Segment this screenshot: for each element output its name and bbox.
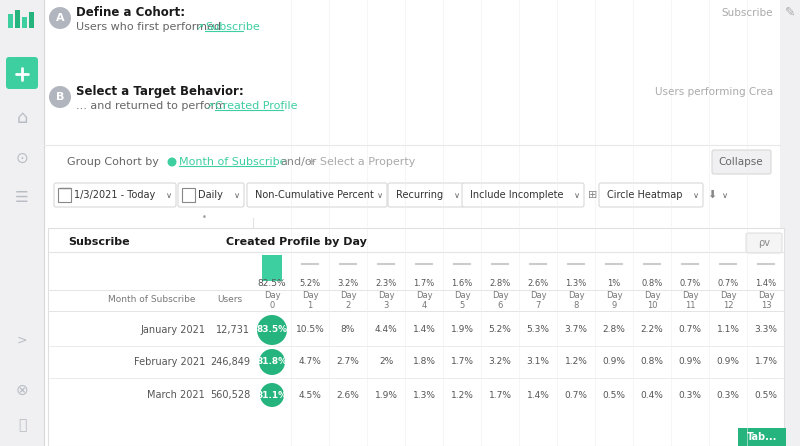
FancyBboxPatch shape — [780, 0, 800, 446]
Text: 7: 7 — [535, 301, 541, 310]
FancyBboxPatch shape — [8, 22, 13, 26]
Text: ⬇: ⬇ — [707, 190, 716, 200]
Text: Subscribe: Subscribe — [205, 22, 260, 32]
Text: 1.8%: 1.8% — [413, 358, 435, 367]
Text: 1.4%: 1.4% — [413, 326, 435, 334]
Text: Day: Day — [454, 290, 470, 300]
Text: Day: Day — [568, 290, 584, 300]
Text: February 2021: February 2021 — [134, 357, 205, 367]
Text: Month of Subscribe: Month of Subscribe — [179, 157, 286, 167]
Text: Month of Subscribe: Month of Subscribe — [108, 296, 195, 305]
Text: 0.5%: 0.5% — [602, 391, 626, 400]
Text: January 2021: January 2021 — [140, 325, 205, 335]
Text: Users who first performed: Users who first performed — [76, 22, 221, 32]
Text: Users: Users — [218, 296, 242, 305]
Text: Day: Day — [302, 290, 318, 300]
Text: B: B — [56, 92, 64, 102]
FancyBboxPatch shape — [247, 183, 387, 207]
FancyBboxPatch shape — [48, 228, 784, 446]
Text: Created Profile: Created Profile — [215, 101, 298, 111]
Text: ∨: ∨ — [377, 190, 383, 199]
Text: 6: 6 — [498, 301, 502, 310]
Circle shape — [49, 86, 71, 108]
Text: 1.1%: 1.1% — [717, 326, 739, 334]
Text: Subscribe: Subscribe — [722, 8, 773, 18]
Text: 12,731: 12,731 — [216, 325, 250, 335]
Text: 2.3%: 2.3% — [375, 278, 397, 288]
FancyBboxPatch shape — [44, 0, 794, 446]
Text: Group Cohort by: Group Cohort by — [67, 157, 159, 167]
Text: 2.7%: 2.7% — [337, 358, 359, 367]
Text: 0.7%: 0.7% — [565, 391, 587, 400]
Text: ↗: ↗ — [206, 101, 214, 111]
Text: Include Incomplete: Include Incomplete — [470, 190, 563, 200]
Text: 0.3%: 0.3% — [717, 391, 739, 400]
FancyBboxPatch shape — [29, 12, 34, 28]
Circle shape — [167, 157, 177, 166]
Text: ✎: ✎ — [785, 5, 795, 18]
FancyBboxPatch shape — [0, 0, 44, 446]
Text: ... and returned to perform: ... and returned to perform — [76, 101, 226, 111]
FancyBboxPatch shape — [8, 14, 13, 28]
Text: 5.3%: 5.3% — [526, 326, 550, 334]
Text: ⊗: ⊗ — [16, 383, 28, 397]
Text: ∨: ∨ — [234, 190, 240, 199]
Text: 12: 12 — [722, 301, 734, 310]
Text: 0.8%: 0.8% — [642, 278, 662, 288]
FancyBboxPatch shape — [388, 183, 464, 207]
Text: 4.7%: 4.7% — [298, 358, 322, 367]
Text: 2.6%: 2.6% — [527, 278, 549, 288]
Text: Day: Day — [340, 290, 356, 300]
Text: A: A — [56, 13, 64, 23]
Text: Day: Day — [720, 290, 736, 300]
Text: ⊙: ⊙ — [16, 150, 28, 165]
Text: March 2021: March 2021 — [147, 390, 205, 400]
Text: Day: Day — [492, 290, 508, 300]
FancyBboxPatch shape — [22, 17, 27, 28]
Text: Created Profile by Day: Created Profile by Day — [226, 237, 367, 247]
Text: Subscribe: Subscribe — [68, 237, 130, 247]
Text: ∨: ∨ — [693, 190, 699, 199]
Text: Tab...: Tab... — [747, 432, 777, 442]
Text: Day: Day — [416, 290, 432, 300]
Text: 0.7%: 0.7% — [718, 278, 738, 288]
Text: 82.5%: 82.5% — [258, 278, 286, 288]
Text: Daily: Daily — [198, 190, 223, 200]
Circle shape — [257, 315, 287, 345]
Text: 2%: 2% — [379, 358, 393, 367]
FancyBboxPatch shape — [15, 12, 20, 20]
Text: 1.4%: 1.4% — [526, 391, 550, 400]
Text: 1.7%: 1.7% — [414, 278, 434, 288]
Text: Day: Day — [378, 290, 394, 300]
Text: 3: 3 — [383, 301, 389, 310]
Text: Day: Day — [606, 290, 622, 300]
FancyBboxPatch shape — [599, 183, 703, 207]
Text: 1/3/2021 - Today: 1/3/2021 - Today — [74, 190, 155, 200]
Circle shape — [49, 7, 71, 29]
Text: 10.5%: 10.5% — [296, 326, 324, 334]
Text: 246,849: 246,849 — [210, 357, 250, 367]
Text: 3.3%: 3.3% — [754, 326, 778, 334]
Text: 0.7%: 0.7% — [678, 326, 702, 334]
Text: ↗: ↗ — [196, 22, 204, 32]
Text: 1.7%: 1.7% — [489, 391, 511, 400]
Text: 4: 4 — [422, 301, 426, 310]
Text: 0.9%: 0.9% — [602, 358, 626, 367]
Text: 13: 13 — [761, 301, 771, 310]
Text: 81.8%: 81.8% — [257, 358, 287, 367]
Text: 5: 5 — [459, 301, 465, 310]
Text: Day: Day — [644, 290, 660, 300]
Circle shape — [259, 349, 285, 375]
Text: Collapse: Collapse — [718, 157, 763, 167]
Text: ∨: ∨ — [722, 190, 728, 199]
FancyBboxPatch shape — [54, 183, 176, 207]
FancyBboxPatch shape — [15, 10, 20, 28]
Text: 0.7%: 0.7% — [679, 278, 701, 288]
Text: 9: 9 — [611, 301, 617, 310]
Text: ∨: ∨ — [574, 190, 580, 199]
Text: 1.3%: 1.3% — [566, 278, 586, 288]
FancyBboxPatch shape — [712, 150, 771, 174]
Text: 1.9%: 1.9% — [450, 326, 474, 334]
FancyBboxPatch shape — [178, 183, 244, 207]
